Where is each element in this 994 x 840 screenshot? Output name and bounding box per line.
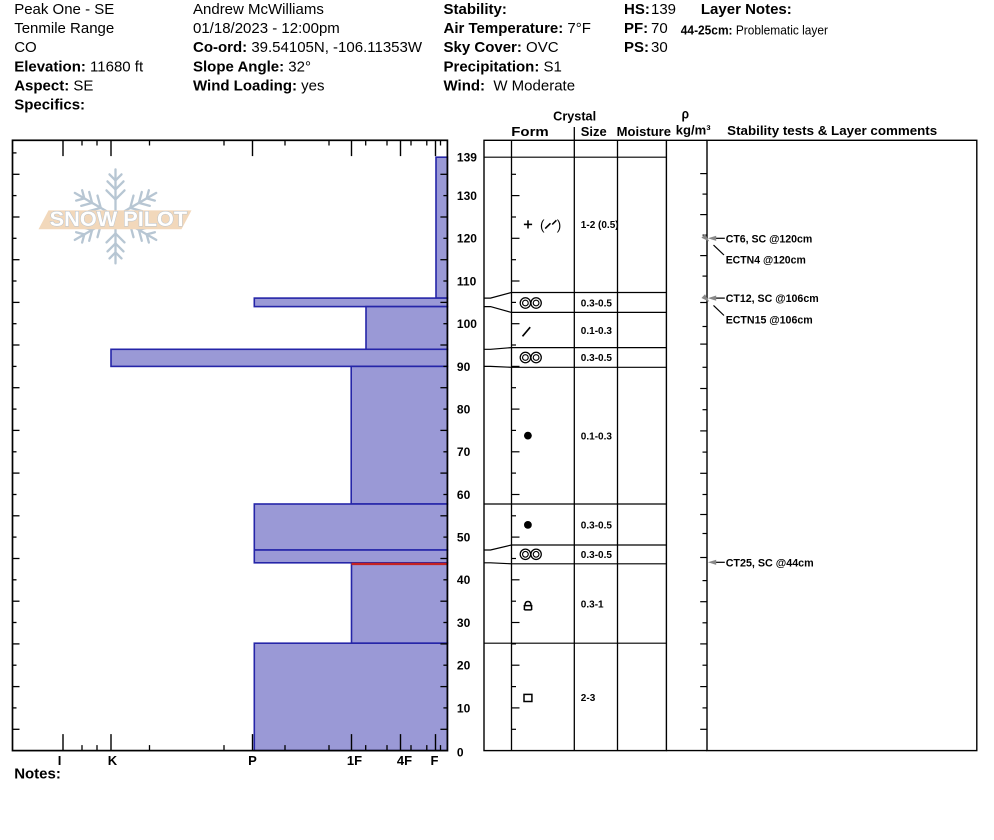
svg-text:100: 100 (457, 317, 477, 331)
svg-text:Sky Cover: OVC: Sky Cover: OVC (444, 39, 559, 56)
svg-text:20: 20 (457, 659, 471, 673)
svg-text:ECTN4 @120cm: ECTN4 @120cm (726, 254, 806, 266)
svg-text:0: 0 (457, 746, 464, 760)
svg-text:): ) (557, 217, 562, 232)
svg-text:120: 120 (457, 232, 477, 246)
svg-text:Stability tests & Layer commen: Stability tests & Layer comments (727, 124, 937, 138)
svg-text:Specifics:: Specifics: (14, 97, 85, 114)
svg-text:SNOW PILOT: SNOW PILOT (50, 207, 188, 231)
svg-text:ECTN15 @106cm: ECTN15 @106cm (726, 314, 813, 326)
svg-text:0.3-0.5: 0.3-0.5 (581, 521, 613, 532)
svg-text:0.3-0.5: 0.3-0.5 (581, 298, 613, 309)
svg-text:1-2 (0.5): 1-2 (0.5) (581, 220, 619, 231)
svg-text:40: 40 (457, 573, 471, 587)
svg-text:Tenmile Range: Tenmile Range (14, 20, 114, 37)
svg-text:4F: 4F (397, 753, 412, 768)
svg-text:PF:: PF: (624, 20, 648, 37)
svg-text:139: 139 (457, 151, 477, 165)
svg-text:CT25, SC @44cm: CT25, SC @44cm (726, 557, 814, 569)
svg-text:Co-ord: 39.54105N, -106.11353W: Co-ord: 39.54105N, -106.11353W (193, 39, 423, 56)
svg-text:Aspect: SE: Aspect: SE (14, 77, 93, 94)
svg-text:01/18/2023 - 12:00pm: 01/18/2023 - 12:00pm (193, 20, 340, 37)
svg-text:K: K (108, 753, 118, 768)
svg-text:Precipitation: S1: Precipitation: S1 (444, 58, 562, 75)
svg-text:I: I (58, 753, 62, 768)
svg-text:F: F (431, 753, 439, 768)
svg-text:ρ: ρ (682, 106, 690, 122)
svg-text:90: 90 (457, 360, 471, 374)
svg-text:HS:: HS: (624, 1, 650, 18)
svg-text:130: 130 (457, 189, 477, 203)
svg-text:30: 30 (457, 616, 471, 630)
svg-text:Layer Notes:: Layer Notes: (701, 1, 792, 18)
svg-text:10: 10 (457, 701, 471, 715)
svg-text:Notes:: Notes: (14, 766, 61, 783)
svg-text:Slope Angle: 32°: Slope Angle: 32° (193, 58, 311, 75)
svg-text:70: 70 (651, 20, 668, 37)
svg-text:CT12, SC @106cm: CT12, SC @106cm (726, 293, 819, 305)
svg-text:2-3: 2-3 (581, 693, 596, 704)
svg-text:60: 60 (457, 488, 471, 502)
svg-text:80: 80 (457, 403, 471, 417)
svg-text:Air Temperature: 7°F: Air Temperature: 7°F (444, 20, 591, 37)
svg-text:Wind: W Moderate: Wind: W Moderate (444, 77, 576, 94)
svg-text:0.1-0.3: 0.1-0.3 (581, 432, 613, 443)
svg-text:0.3-0.5: 0.3-0.5 (581, 353, 613, 364)
svg-text:70: 70 (457, 445, 471, 459)
svg-text:139: 139 (651, 1, 676, 18)
svg-text:Size: Size (581, 125, 607, 139)
svg-text:44-25cm: Problematic layer: 44-25cm: Problematic layer (681, 24, 828, 38)
svg-text:CT6, SC @120cm: CT6, SC @120cm (726, 233, 813, 245)
svg-text:110: 110 (457, 274, 477, 288)
svg-text:30: 30 (651, 39, 668, 56)
svg-text:P: P (248, 753, 257, 768)
svg-text:Form: Form (511, 125, 548, 139)
svg-text:1F: 1F (347, 753, 362, 768)
svg-text:kg/m³: kg/m³ (676, 124, 711, 138)
svg-text:Andrew McWilliams: Andrew McWilliams (193, 1, 324, 18)
svg-text:Crystal: Crystal (553, 109, 596, 123)
svg-text:0.3-1: 0.3-1 (581, 600, 604, 611)
svg-text:0.3-0.5: 0.3-0.5 (581, 550, 613, 561)
svg-text:(: ( (540, 217, 545, 232)
svg-text:Stability:: Stability: (444, 1, 507, 18)
svg-text:50: 50 (457, 531, 471, 545)
svg-text:Wind Loading: yes: Wind Loading: yes (193, 77, 325, 94)
svg-text:Peak One - SE: Peak One - SE (14, 1, 114, 18)
svg-text:CO: CO (14, 39, 37, 56)
svg-text:Moisture: Moisture (617, 125, 671, 139)
svg-text:0.1-0.3: 0.1-0.3 (581, 326, 613, 337)
svg-text:PS:: PS: (624, 39, 649, 56)
svg-text:Elevation: 11680 ft: Elevation: 11680 ft (14, 58, 144, 75)
